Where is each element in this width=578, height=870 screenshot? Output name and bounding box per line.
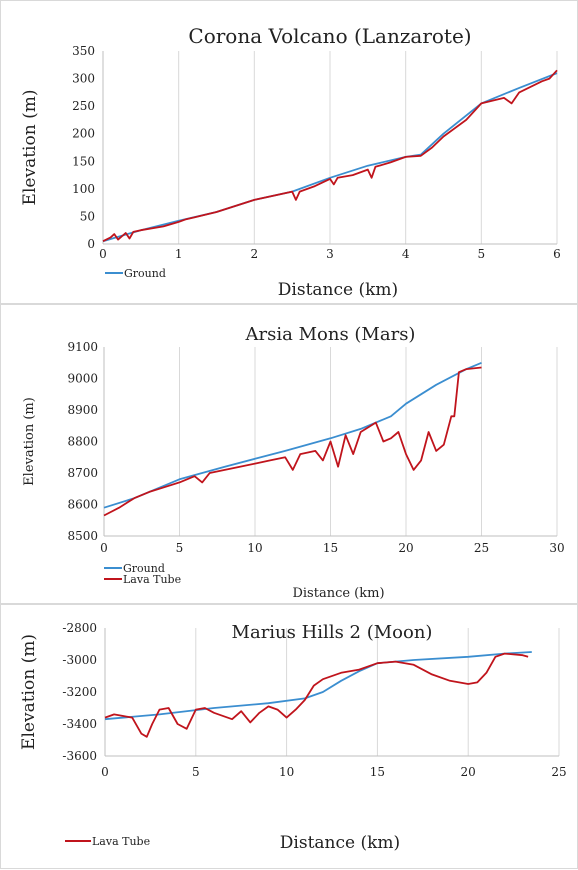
x-tick-label: 3: [326, 247, 334, 261]
x-tick-label: 2: [251, 247, 259, 261]
x-tick-label: 10: [279, 765, 294, 779]
x-tick-label: 10: [247, 541, 262, 555]
series-line-lava-tube: [104, 652, 529, 738]
chart-panel-marius: 0 5 10 15 20 25 -2800 -3000 -3200 -3400 -3600 Mariu…: [0, 604, 578, 869]
x-tick-label: 20: [461, 765, 476, 779]
x-axis-label: Distance (km): [280, 833, 400, 853]
series-line-ground: [104, 651, 532, 721]
y-tick-label: 250: [72, 99, 95, 113]
x-tick-label: 30: [549, 541, 564, 555]
series-line-ground: [103, 361, 482, 509]
x-tick-label: 15: [370, 765, 385, 779]
x-axis-label: Distance (km): [278, 280, 398, 300]
chart-title: Arsia Mons (Mars): [245, 324, 416, 345]
y-tick-label: 150: [72, 154, 95, 168]
y-tick-label: -2800: [62, 621, 97, 635]
x-axis-label: Distance (km): [292, 586, 384, 601]
y-tick-label: 8500: [67, 529, 98, 543]
series-line-lava-tube: [103, 366, 482, 517]
y-tick-label: 8600: [67, 498, 98, 512]
marius-hills-chart: 0 5 10 15 20 25 -2800 -3000 -3200 -3400 -3600 Mariu…: [19, 621, 567, 853]
x-tick-label: 6: [553, 247, 561, 261]
chart-panel-arsia: 0 5 10 15 20 25 30 8500 8600 8700 8800 8900 9000 9100…: [0, 304, 578, 604]
y-axis-label: Elevation (m): [19, 634, 39, 750]
chart-title: Marius Hills 2 (Moon): [232, 622, 433, 643]
x-tick-label: 0: [99, 247, 107, 261]
y-tick-label: 8800: [67, 435, 98, 449]
y-tick-label: 350: [72, 44, 95, 58]
x-tick-label: 0: [101, 765, 109, 779]
chart-panel-corona: 0 1 2 3 4 5 6 0 50 100 150 200 250 300 350 Corona Volca…: [0, 0, 578, 304]
corona-volcano-chart: 0 1 2 3 4 5 6 0 50 100 150 200 250 300 350 Corona Volca…: [20, 24, 561, 300]
legend-label: Ground: [124, 267, 166, 280]
legend-label: Lava Tube: [92, 835, 150, 848]
x-tick-label: 5: [176, 541, 184, 555]
y-tick-label: 9100: [67, 340, 98, 354]
x-tick-label: 0: [100, 541, 108, 555]
y-axis-label: Elevation (m): [20, 90, 40, 206]
x-tick-label: 4: [402, 247, 410, 261]
x-tick-label: 1: [175, 247, 183, 261]
y-tick-label: 300: [72, 72, 95, 86]
y-tick-label: 50: [80, 209, 95, 223]
legend-label: Ground: [123, 562, 165, 575]
y-tick-label: -3000: [62, 653, 97, 667]
y-tick-label: -3400: [62, 717, 97, 731]
x-tick-label: 15: [323, 541, 338, 555]
legend-label: Lava Tube: [123, 573, 181, 586]
x-tick-label: 25: [474, 541, 489, 555]
y-tick-label: 100: [72, 182, 95, 196]
x-tick-label: 20: [398, 541, 413, 555]
arsia-mons-chart: 0 5 10 15 20 25 30 8500 8600 8700 8800 8900 9000 9100…: [22, 324, 565, 601]
y-tick-label: 0: [87, 237, 95, 251]
y-tick-label: -3200: [62, 685, 97, 699]
y-axis-label: Elevation (m): [22, 397, 37, 486]
y-tick-label: 200: [72, 127, 95, 141]
x-tick-label: 5: [478, 247, 486, 261]
y-tick-label: 9000: [67, 372, 98, 386]
series-line-lava-tube: [102, 69, 558, 243]
chart-title: Corona Volcano (Lanzarote): [188, 24, 471, 48]
y-tick-label: 8700: [67, 466, 98, 480]
x-tick-label: 25: [551, 765, 566, 779]
y-tick-label: -3600: [62, 749, 97, 763]
y-tick-label: 8900: [67, 403, 98, 417]
x-tick-label: 5: [192, 765, 200, 779]
